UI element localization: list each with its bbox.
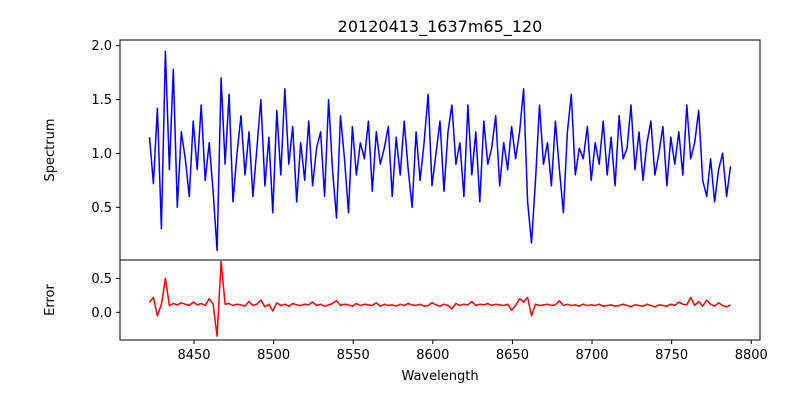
x-tick-label: 8500 (257, 348, 290, 363)
x-tick-label: 8700 (575, 348, 608, 363)
y-tick-label: 0.5 (91, 201, 112, 216)
spectrum-axis-label: Spectrum (43, 119, 58, 182)
x-axis: 8450 8500 8550 8600 8650 8700 8750 8800 (177, 340, 768, 363)
x-tick-label: 8600 (416, 348, 449, 363)
error-frame (119, 259, 761, 341)
x-tick-label: 8800 (735, 348, 768, 363)
spectrum-line (148, 50, 732, 252)
x-tick-label: 8550 (337, 348, 370, 363)
x-tick-label: 8650 (496, 348, 529, 363)
y-tick-label: 1.0 (91, 147, 112, 162)
x-tick-label: 8750 (655, 348, 688, 363)
error-line (148, 260, 731, 337)
spectrum-panel: 0.5 1.0 1.5 2.0 (91, 39, 761, 261)
y-tick-label: 0.5 (91, 272, 112, 287)
y-tick-label: 1.5 (91, 93, 112, 108)
x-tick-label: 8450 (177, 348, 210, 363)
error-axis-label: Error (43, 284, 58, 316)
y-tick-label: 0.0 (91, 306, 112, 321)
x-axis-label: Wavelength (401, 369, 478, 384)
error-panel: 0.0 0.5 (91, 259, 761, 341)
y-tick-label: 2.0 (91, 39, 112, 54)
chart-title: 20120413_1637m65_120 (338, 17, 543, 37)
